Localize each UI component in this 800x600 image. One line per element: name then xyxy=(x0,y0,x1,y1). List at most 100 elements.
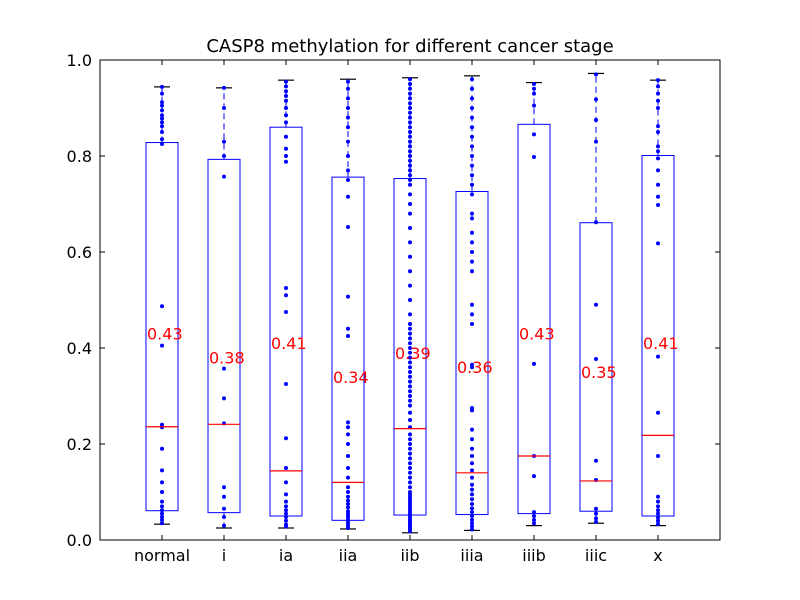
x-tick-label: iiic xyxy=(585,546,607,565)
data-point xyxy=(160,113,164,118)
data-point xyxy=(532,132,536,137)
data-point xyxy=(594,516,598,521)
data-point xyxy=(346,442,350,446)
data-point xyxy=(346,425,350,430)
data-point xyxy=(346,454,350,458)
data-point xyxy=(470,144,474,149)
data-point xyxy=(470,502,474,506)
data-point xyxy=(470,497,474,502)
data-point xyxy=(470,106,474,110)
data-point xyxy=(346,466,350,470)
data-point xyxy=(532,86,536,91)
mean-label: 0.39 xyxy=(395,344,431,363)
data-point xyxy=(532,103,536,108)
data-point xyxy=(594,511,598,516)
data-point xyxy=(408,91,412,96)
data-point xyxy=(346,139,350,144)
data-point xyxy=(470,269,474,274)
data-point xyxy=(160,91,164,96)
data-point xyxy=(408,154,412,158)
data-point xyxy=(160,468,164,473)
data-point xyxy=(594,506,598,511)
data-point xyxy=(284,518,288,523)
data-point xyxy=(160,124,164,129)
y-tick-label: 0.2 xyxy=(67,435,92,454)
data-point xyxy=(284,94,288,98)
data-point xyxy=(656,144,660,149)
data-point xyxy=(408,389,412,394)
data-point xyxy=(532,154,536,159)
data-point xyxy=(408,283,412,288)
data-point xyxy=(408,110,412,115)
data-point xyxy=(284,89,288,94)
data-point xyxy=(346,79,350,84)
box xyxy=(455,191,489,516)
data-point xyxy=(408,365,412,370)
data-point xyxy=(160,499,164,504)
mean-label: 0.36 xyxy=(457,358,493,377)
data-point xyxy=(346,154,350,158)
data-point xyxy=(532,517,536,522)
data-point xyxy=(160,446,164,451)
data-point xyxy=(408,130,412,134)
y-tick-label: 0.8 xyxy=(67,147,92,166)
data-point xyxy=(408,346,412,350)
data-point xyxy=(656,98,660,103)
data-point xyxy=(408,485,412,490)
data-point xyxy=(222,494,226,499)
data-point xyxy=(408,461,412,466)
x-tick-label: ia xyxy=(279,546,293,565)
box-group-x: 0.41 xyxy=(641,78,679,527)
data-point xyxy=(470,492,474,497)
data-point xyxy=(470,517,474,522)
data-point xyxy=(160,517,164,522)
data-point xyxy=(408,86,412,91)
data-point xyxy=(408,106,412,110)
data-point xyxy=(532,361,536,366)
data-point xyxy=(470,154,474,158)
y-tick-label: 0.4 xyxy=(67,339,92,358)
data-point xyxy=(408,350,412,355)
data-point xyxy=(470,125,474,130)
data-point xyxy=(408,379,412,384)
data-point xyxy=(408,144,412,149)
data-point xyxy=(594,357,598,362)
data-point xyxy=(408,418,412,422)
data-point xyxy=(408,240,412,245)
data-point xyxy=(408,451,412,456)
data-point xyxy=(470,216,474,221)
data-point xyxy=(160,120,164,125)
data-point xyxy=(408,139,412,144)
data-point xyxy=(470,524,474,529)
box-group-iiib: 0.43 xyxy=(517,81,555,527)
data-point xyxy=(470,192,474,197)
data-point xyxy=(470,482,474,487)
mean-label: 0.41 xyxy=(271,334,307,353)
data-point xyxy=(408,437,412,442)
data-point xyxy=(532,514,536,518)
data-point xyxy=(470,521,474,526)
data-point xyxy=(532,91,536,96)
data-point xyxy=(284,492,288,497)
data-point xyxy=(284,84,288,89)
data-point xyxy=(408,134,412,139)
chart-title: CASP8 methylation for different cancer s… xyxy=(206,36,613,57)
data-point xyxy=(284,106,288,110)
data-point xyxy=(656,508,660,513)
data-point xyxy=(222,506,226,511)
data-point xyxy=(346,502,350,506)
data-point xyxy=(470,250,474,254)
data-point xyxy=(408,456,412,461)
data-point xyxy=(346,420,350,425)
data-point xyxy=(346,490,350,494)
data-point xyxy=(470,86,474,91)
data-point xyxy=(346,432,350,437)
data-point xyxy=(408,446,412,451)
data-point xyxy=(222,396,226,401)
data-point xyxy=(408,149,412,154)
data-point xyxy=(346,494,350,499)
data-point xyxy=(470,461,474,466)
x-tick-label: normal xyxy=(134,546,190,565)
y-tick-label: 0.0 xyxy=(67,531,92,550)
data-point xyxy=(470,510,474,515)
